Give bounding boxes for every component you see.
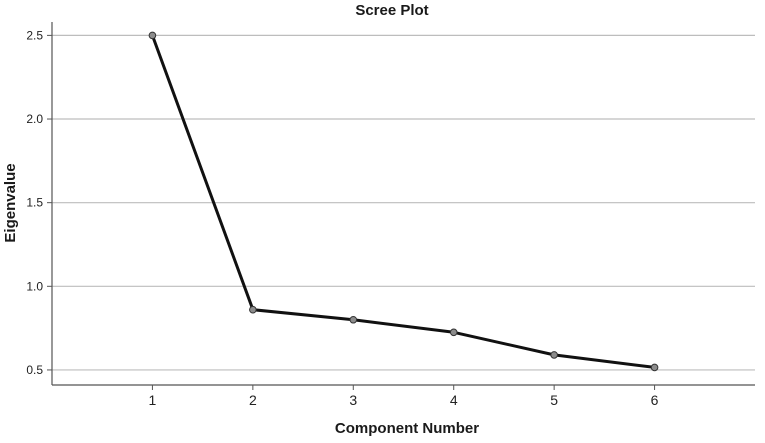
data-point — [249, 305, 257, 314]
grid-lines — [52, 34, 755, 371]
x-tick-label: 4 — [450, 392, 458, 408]
series — [148, 31, 659, 372]
y-tick-label: 2.5 — [26, 28, 43, 42]
data-point — [650, 363, 659, 372]
y-tick-label: 1.0 — [26, 279, 43, 293]
data-point — [349, 315, 358, 324]
chart-title: Scree Plot — [355, 2, 428, 19]
y-axis-ticks: 0.5 1.0 1.5 2.0 2.5 — [26, 28, 52, 377]
y-axis-label: Eigenvalue — [2, 163, 19, 242]
x-axis-ticks: 1 2 3 4 5 6 — [149, 385, 659, 408]
data-point — [550, 351, 558, 359]
x-tick-label: 5 — [550, 392, 558, 408]
x-tick-label: 1 — [149, 392, 157, 408]
y-tick-label: 1.5 — [26, 196, 43, 210]
data-point — [148, 31, 157, 40]
x-tick-label: 3 — [349, 392, 357, 408]
x-tick-label: 2 — [249, 392, 257, 408]
data-point — [449, 328, 458, 337]
series-line — [150, 34, 655, 369]
axes — [51, 22, 755, 386]
y-tick-label: 2.0 — [26, 112, 43, 126]
x-axis-label: Component Number — [335, 420, 479, 437]
x-tick-label: 6 — [651, 392, 659, 408]
y-tick-label: 0.5 — [26, 363, 43, 377]
